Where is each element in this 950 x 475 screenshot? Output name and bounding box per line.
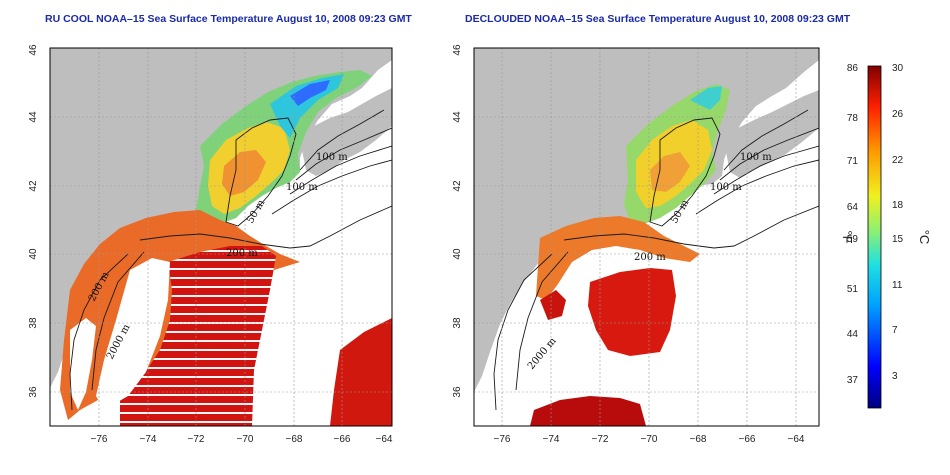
svg-text:59: 59 — [847, 234, 859, 245]
right-grid — [474, 48, 819, 426]
right-x-ticks: −76 −74 −72 −70 −68 −66 −64 — [494, 434, 805, 445]
svg-text:86: 86 — [847, 63, 859, 74]
svg-text:−64: −64 — [788, 434, 805, 445]
svg-text:7: 7 — [892, 325, 898, 336]
svg-text:15: 15 — [892, 234, 904, 245]
right-map: DECLOUDED NOAA–15 Sea Surface Temperatur… — [452, 13, 851, 445]
right-sst-offshore-red — [588, 268, 676, 356]
svg-text:−72: −72 — [188, 434, 205, 445]
svg-text:18: 18 — [892, 200, 904, 211]
right-map-frame — [473, 47, 820, 427]
svg-text:3: 3 — [892, 371, 898, 382]
svg-text:46: 46 — [28, 44, 39, 56]
left-contour-label-2: 100 m — [286, 182, 318, 193]
left-contour-label-4: 200 m — [226, 248, 258, 259]
svg-text:30: 30 — [892, 63, 904, 74]
svg-text:−74: −74 — [543, 434, 560, 445]
svg-text:38: 38 — [28, 317, 39, 329]
svg-text:−66: −66 — [739, 434, 756, 445]
colorbar-gradient — [867, 65, 882, 409]
svg-text:22: 22 — [892, 155, 904, 166]
svg-text:−76: −76 — [494, 434, 511, 445]
right-sst-south-red — [530, 396, 646, 426]
colorbar: 86 78 71 64 59 51 44 37 30 26 22 18 15 1… — [840, 63, 932, 409]
svg-text:−76: −76 — [91, 434, 108, 445]
svg-text:−66: −66 — [334, 434, 351, 445]
left-grid — [50, 48, 392, 426]
colorbar-f-ticks: 86 78 71 64 59 51 44 37 — [847, 63, 859, 386]
left-map-frame — [49, 47, 393, 427]
svg-text:−64: −64 — [376, 434, 393, 445]
svg-text:−70: −70 — [237, 434, 254, 445]
left-x-ticks: −76 −74 −72 −70 −68 −66 −64 — [91, 434, 393, 445]
left-chesapeake — [70, 318, 96, 410]
svg-text:42: 42 — [452, 180, 463, 192]
svg-text:51: 51 — [847, 284, 859, 295]
svg-text:−74: −74 — [140, 434, 157, 445]
svg-text:64: 64 — [847, 202, 859, 213]
right-y-ticks: 36 38 40 42 44 46 — [452, 44, 463, 398]
left-map-title: RU COOL NOAA–15 Sea Surface Temperature … — [45, 13, 412, 25]
left-land-nova-scotia — [302, 88, 392, 176]
svg-text:−72: −72 — [592, 434, 609, 445]
svg-text:40: 40 — [28, 248, 39, 260]
svg-text:36: 36 — [452, 386, 463, 398]
svg-text:44: 44 — [847, 329, 859, 340]
left-contour-label-1: 100 m — [316, 152, 348, 163]
left-map: RU COOL NOAA–15 Sea Surface Temperature … — [28, 13, 412, 445]
right-sst-chesapeake-red — [540, 290, 566, 320]
right-map-title: DECLOUDED NOAA–15 Sea Surface Temperatur… — [465, 13, 851, 25]
svg-text:42: 42 — [28, 180, 39, 192]
left-sst-blue-coast — [290, 80, 330, 106]
colorbar-fahrenheit-label: °F — [840, 230, 855, 243]
left-sst-offshore-red — [120, 246, 276, 426]
left-sst-southeast-red — [330, 318, 392, 426]
right-bathymetry-contours — [493, 109, 819, 411]
left-cloud-gap — [96, 258, 170, 410]
colorbar-c-ticks: 30 26 22 18 15 11 7 3 — [892, 63, 904, 382]
colorbar-celsius-label: °C — [917, 230, 932, 245]
svg-text:71: 71 — [847, 156, 859, 167]
right-contour-label-2: 100 m — [710, 182, 742, 193]
svg-text:−68: −68 — [286, 434, 303, 445]
right-sst-shelf-orange — [536, 216, 700, 300]
svg-text:36: 36 — [28, 386, 39, 398]
svg-text:26: 26 — [892, 109, 904, 120]
svg-text:44: 44 — [452, 111, 463, 123]
svg-text:11: 11 — [892, 280, 903, 291]
svg-text:78: 78 — [847, 113, 859, 124]
left-y-ticks: 36 38 40 42 44 46 — [28, 44, 39, 398]
svg-text:37: 37 — [847, 375, 859, 386]
svg-text:40: 40 — [452, 248, 463, 260]
svg-text:−70: −70 — [641, 434, 658, 445]
left-bathymetry-contours — [69, 109, 392, 411]
svg-text:46: 46 — [452, 44, 463, 56]
right-contour-label-4: 200 m — [634, 252, 666, 263]
svg-text:−68: −68 — [690, 434, 707, 445]
svg-text:38: 38 — [452, 317, 463, 329]
svg-text:44: 44 — [28, 111, 39, 123]
right-contour-label-1: 100 m — [740, 152, 772, 163]
